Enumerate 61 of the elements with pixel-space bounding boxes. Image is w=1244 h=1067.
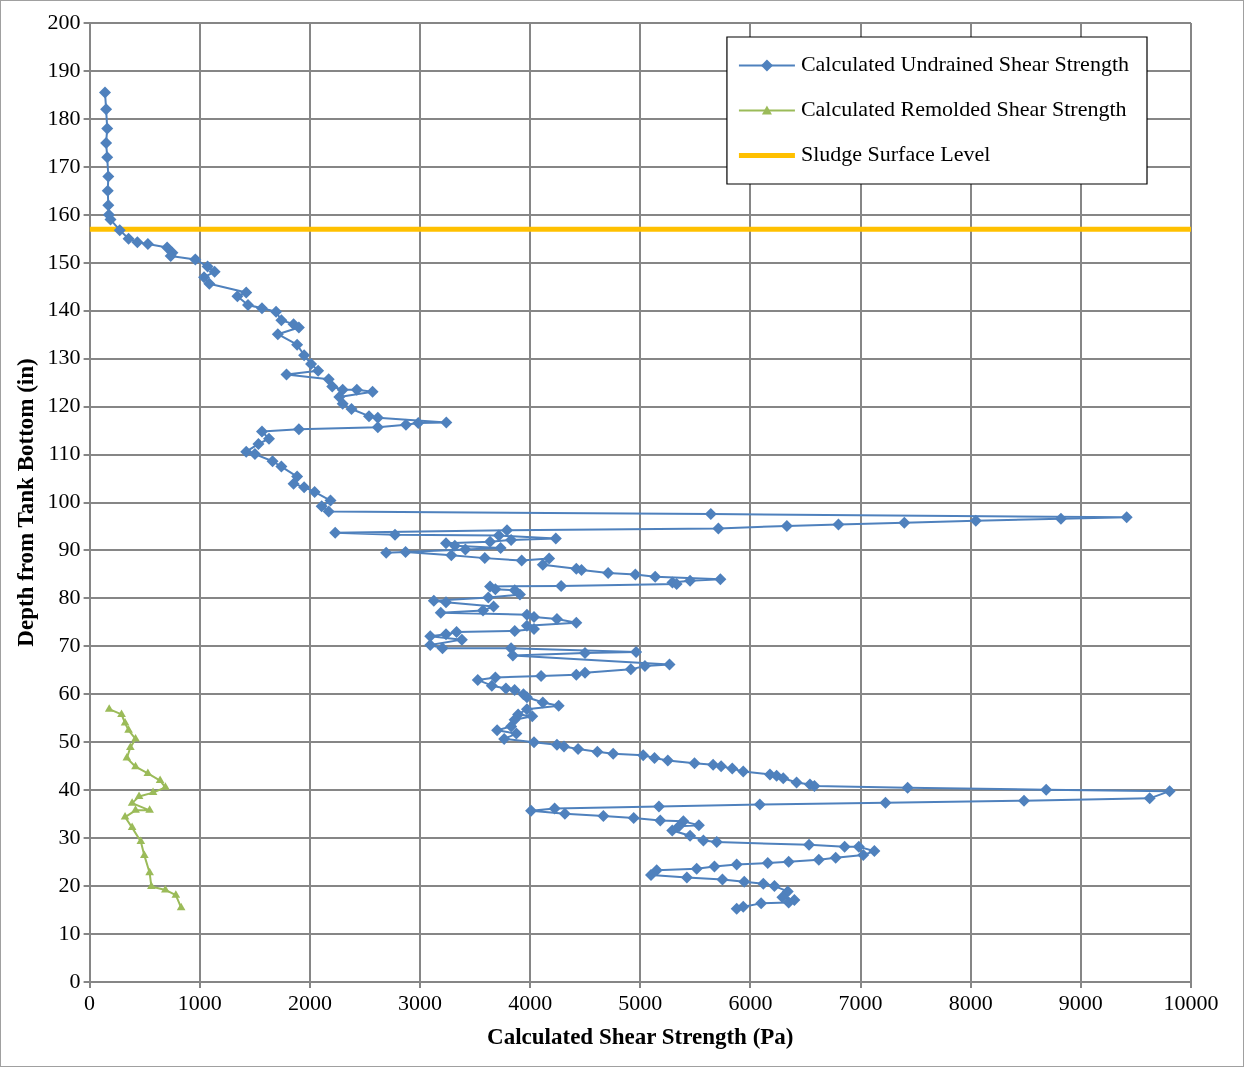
- y-tick-label: 30: [58, 823, 81, 849]
- y-tick-label: 140: [47, 296, 81, 322]
- point: [104, 704, 114, 712]
- legend-label: Calculated Undrained Shear Strength: [800, 51, 1130, 77]
- x-tick-label: 2000: [287, 989, 332, 1015]
- point: [131, 805, 140, 813]
- y-tick-label: 160: [47, 200, 81, 226]
- x-tick-label: 6000: [728, 989, 773, 1015]
- y-tick-label: 130: [47, 344, 81, 370]
- point: [124, 725, 133, 733]
- y-tick-label: 70: [58, 632, 81, 658]
- y-tick-label: 0: [69, 967, 81, 993]
- x-tick-label: 3000: [398, 989, 443, 1015]
- y-tick-label: 50: [58, 728, 81, 754]
- legend-label: Calculated Remolded Shear Strength: [800, 96, 1127, 122]
- y-tick-label: 60: [58, 680, 81, 706]
- point: [136, 836, 146, 845]
- point: [176, 902, 186, 911]
- legend-label: Sludge Surface Level: [800, 141, 991, 167]
- y-tick-label: 180: [47, 104, 81, 130]
- y-tick-label: 200: [47, 8, 81, 34]
- point: [140, 850, 149, 858]
- point: [120, 718, 130, 726]
- point: [145, 867, 154, 876]
- y-axis-title: Depth from Tank Bottom (in): [12, 358, 38, 647]
- x-tick-label: 8000: [948, 989, 993, 1015]
- y-tick-label: 100: [47, 488, 81, 514]
- point: [120, 812, 130, 820]
- y-tick-label: 10: [58, 919, 81, 945]
- point: [171, 890, 181, 898]
- x-axis-title: Calculated Shear Strength (Pa): [487, 1024, 794, 1050]
- point: [127, 798, 137, 806]
- x-tick-label: 7000: [838, 989, 883, 1015]
- x-tick-label: 9000: [1058, 989, 1103, 1015]
- point: [134, 791, 144, 799]
- point: [161, 884, 170, 893]
- y-tick-label: 170: [47, 152, 81, 178]
- point: [161, 782, 170, 790]
- point: [131, 761, 140, 770]
- x-tick-label: 4000: [508, 989, 553, 1015]
- point: [127, 822, 137, 831]
- point: [143, 768, 153, 776]
- point: [148, 787, 158, 796]
- point: [145, 805, 154, 813]
- x-tick-label: 1000: [177, 989, 222, 1015]
- x-tick-label: 5000: [618, 989, 663, 1015]
- y-tick-label: 110: [48, 440, 81, 466]
- y-tick-label: 80: [58, 584, 81, 610]
- y-tick-label: 20: [58, 871, 81, 897]
- y-tick-label: 120: [47, 392, 81, 418]
- y-tick-label: 190: [47, 56, 81, 82]
- point: [122, 753, 132, 761]
- point: [117, 709, 126, 717]
- x-tick-label: 10000: [1163, 989, 1219, 1015]
- point: [147, 881, 156, 890]
- y-tick-label: 90: [58, 536, 81, 562]
- point: [126, 742, 135, 751]
- point: [131, 733, 140, 742]
- y-tick-label: 40: [58, 775, 81, 801]
- point: [155, 775, 165, 784]
- y-tick-label: 150: [47, 248, 81, 274]
